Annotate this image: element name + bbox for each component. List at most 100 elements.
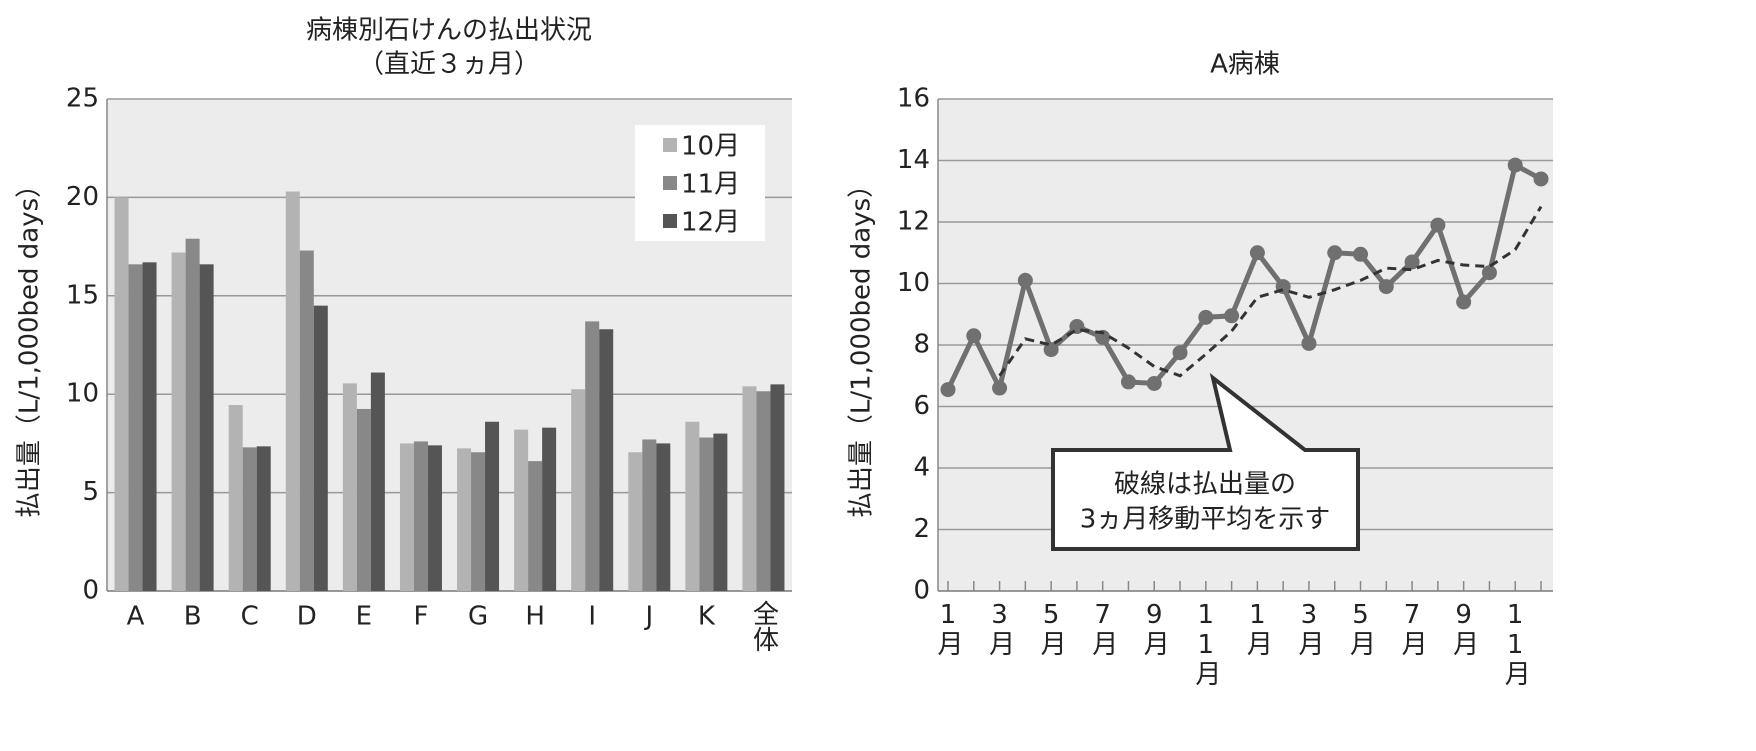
x-tick-label: I (588, 602, 596, 632)
y-tick-label: 4 (913, 453, 930, 483)
bar (471, 452, 486, 591)
y-tick-label: 5 (82, 477, 99, 507)
x-tick-label: 11月 (1500, 600, 1530, 686)
bar (299, 250, 314, 591)
bar (756, 391, 771, 591)
x-tick-label: 9月 (1449, 600, 1479, 656)
x-tick-label: B (184, 602, 202, 632)
y-tick-label: 16 (897, 84, 930, 114)
moving-average-line (998, 205, 1543, 378)
bar (457, 448, 472, 591)
bar (528, 461, 543, 591)
bar (770, 384, 785, 591)
y-tick-label: 8 (913, 330, 930, 360)
data-point (1224, 308, 1240, 324)
data-point (1507, 157, 1523, 173)
y-axis-label: 払出量（L/1,000bed days） (15, 172, 45, 518)
bar (228, 405, 243, 591)
data-point (1172, 345, 1188, 361)
annotation: 破線は払出量の (1114, 470, 1296, 500)
legend-swatch (663, 138, 677, 152)
bar (642, 439, 657, 591)
x-tick-label: G (468, 602, 488, 632)
bar (571, 389, 586, 591)
bar (199, 264, 214, 591)
data-line (945, 161, 1543, 396)
bar (356, 408, 371, 591)
data-point (966, 328, 982, 344)
data-point (1481, 265, 1497, 281)
legend-swatch (663, 176, 677, 190)
x-tick-label: 5月 (1036, 600, 1066, 656)
data-point (1456, 294, 1472, 310)
bar (185, 238, 200, 591)
x-tick-label: 3月 (1294, 600, 1324, 656)
legend-swatch (663, 214, 677, 228)
bar (399, 443, 414, 591)
chart-title: （直近３ヵ月） (358, 50, 540, 80)
x-tick-label: A (127, 602, 145, 632)
y-tick-label: 0 (913, 576, 930, 606)
bar (142, 262, 157, 591)
y-tick-label: 10 (897, 268, 930, 298)
bar (285, 191, 300, 591)
x-tick-label: 1月 (1242, 600, 1272, 656)
x-tick-label: E (356, 602, 372, 632)
x-tick-label: F (413, 602, 428, 632)
bar (699, 437, 714, 591)
bar (685, 421, 700, 591)
chart-title: 病棟別石けんの払出状況 (306, 16, 592, 46)
data-point (1327, 245, 1343, 261)
y-tick-label: 6 (913, 391, 930, 421)
x-tick-label: 9月 (1139, 600, 1169, 656)
y-tick-label: 0 (82, 576, 99, 606)
data-point (1017, 272, 1033, 288)
chart-title: A病棟 (1210, 50, 1280, 80)
y-tick-label: 20 (66, 182, 99, 212)
y-tick-label: 25 (66, 84, 99, 114)
y-tick-label: 12 (897, 207, 930, 237)
bar (585, 321, 600, 591)
bar (256, 446, 271, 591)
data-point (1146, 375, 1162, 391)
bar (599, 329, 614, 591)
bar (370, 372, 385, 591)
bar-chart: 0 5 10 15 20 25 A B C D E F G H I J K 全体 10月 11月 12月 (66, 84, 792, 652)
bar (742, 386, 757, 591)
x-tick-label: 7月 (1088, 600, 1118, 656)
data-point (1430, 217, 1446, 233)
data-point (1301, 335, 1317, 351)
x-tick-label: 1月 (933, 600, 963, 656)
x-tick-label: 5月 (1346, 600, 1376, 656)
bar (242, 447, 257, 591)
y-axis-label: 払出量（L/1,000bed days） (847, 172, 877, 518)
x-tick-label: K (698, 602, 716, 632)
data-point (940, 382, 956, 398)
bar (485, 421, 500, 591)
data-point (1533, 171, 1549, 187)
bar (514, 429, 529, 591)
bar (171, 252, 186, 591)
annotation: 3ヵ月移動平均を示す (1080, 505, 1331, 535)
legend-label: 12月 (681, 208, 740, 238)
x-tick-label: 3月 (985, 600, 1015, 656)
y-tick-label: 15 (66, 280, 99, 310)
bar (114, 197, 129, 591)
x-tick-label: 全体 (748, 600, 778, 652)
data-point (1404, 254, 1420, 270)
legend-box (635, 125, 765, 241)
x-tick-label: 11月 (1191, 600, 1221, 686)
bar (628, 452, 643, 591)
callout (1051, 372, 1360, 551)
legend-label: 11月 (681, 170, 740, 200)
bar (713, 433, 728, 591)
data-point (1120, 374, 1136, 390)
line-chart: 0 2 4 6 8 10 12 14 16 1月 3月 5月 7月 9月 11月 1月 3月 5月 7月 9月 11月 (897, 84, 1553, 686)
data-point (1378, 279, 1394, 295)
legend-label: 10月 (681, 132, 740, 162)
x-tick-label: 7月 (1397, 600, 1427, 656)
bar (427, 445, 442, 591)
data-point (1249, 245, 1265, 261)
bar (313, 305, 328, 591)
